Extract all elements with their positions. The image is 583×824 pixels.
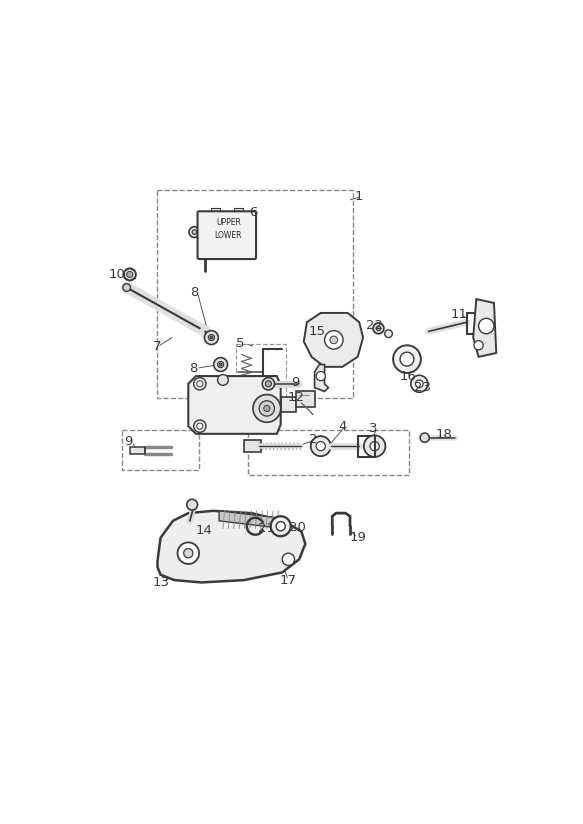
Text: 22: 22	[366, 319, 383, 332]
Bar	[122, 430, 199, 470]
Text: 12: 12	[287, 391, 304, 404]
Text: 20: 20	[289, 522, 306, 534]
Circle shape	[330, 336, 338, 344]
Bar	[157, 190, 353, 398]
Circle shape	[127, 271, 133, 278]
Circle shape	[209, 335, 214, 339]
Circle shape	[196, 381, 203, 386]
Text: 10: 10	[108, 268, 125, 281]
Circle shape	[217, 375, 229, 386]
Circle shape	[196, 423, 203, 429]
Circle shape	[370, 442, 380, 451]
Bar	[234, 208, 243, 214]
Circle shape	[259, 400, 275, 416]
Text: 6: 6	[249, 206, 257, 219]
Text: 13: 13	[152, 576, 169, 589]
Circle shape	[271, 516, 291, 536]
Circle shape	[208, 335, 215, 340]
Polygon shape	[473, 299, 496, 357]
Text: 23: 23	[414, 382, 431, 394]
Circle shape	[420, 433, 429, 442]
Circle shape	[124, 269, 136, 281]
Text: 8: 8	[190, 287, 199, 299]
Text: 17: 17	[280, 574, 297, 587]
FancyBboxPatch shape	[198, 211, 256, 259]
Circle shape	[364, 435, 385, 457]
Bar	[210, 208, 220, 214]
Polygon shape	[304, 313, 363, 367]
Bar	[130, 447, 145, 454]
Circle shape	[192, 230, 196, 234]
Bar	[296, 391, 315, 407]
Circle shape	[316, 442, 325, 451]
Text: 14: 14	[195, 523, 212, 536]
Bar	[248, 430, 409, 475]
Circle shape	[253, 395, 280, 422]
Text: 9: 9	[124, 435, 132, 448]
Circle shape	[177, 542, 199, 564]
Circle shape	[184, 549, 193, 558]
Circle shape	[373, 323, 384, 334]
Circle shape	[325, 330, 343, 349]
Text: 7: 7	[153, 340, 161, 353]
Circle shape	[219, 363, 222, 366]
Circle shape	[376, 326, 381, 330]
Circle shape	[194, 377, 206, 390]
Circle shape	[207, 333, 216, 342]
Circle shape	[205, 330, 218, 344]
Circle shape	[194, 420, 206, 433]
Circle shape	[217, 362, 224, 368]
Text: 2: 2	[309, 433, 317, 446]
Text: LOWER: LOWER	[215, 231, 242, 240]
Polygon shape	[157, 511, 305, 583]
Circle shape	[474, 340, 483, 350]
Circle shape	[385, 330, 392, 338]
Circle shape	[210, 336, 213, 339]
Text: 5: 5	[236, 337, 244, 350]
Circle shape	[189, 227, 200, 237]
Text: 21: 21	[258, 522, 275, 535]
Circle shape	[265, 381, 272, 386]
Circle shape	[411, 375, 428, 392]
Circle shape	[311, 436, 331, 456]
Text: 9: 9	[291, 376, 300, 389]
Circle shape	[316, 372, 325, 381]
Circle shape	[276, 522, 285, 531]
Text: 18: 18	[436, 428, 452, 441]
Bar	[280, 397, 296, 412]
Text: 3: 3	[369, 422, 377, 435]
Text: 1: 1	[355, 190, 363, 204]
Circle shape	[187, 499, 198, 510]
Text: 15: 15	[308, 325, 325, 338]
Polygon shape	[219, 511, 284, 528]
Circle shape	[400, 352, 414, 366]
Text: 4: 4	[338, 419, 346, 433]
Text: UPPER: UPPER	[216, 218, 241, 227]
Circle shape	[393, 345, 421, 373]
Polygon shape	[315, 364, 328, 391]
Bar	[244, 440, 261, 452]
Circle shape	[416, 380, 423, 387]
Circle shape	[264, 405, 270, 411]
Text: 8: 8	[189, 362, 198, 375]
Circle shape	[262, 377, 275, 390]
Text: 11: 11	[451, 308, 468, 321]
Bar	[236, 344, 286, 401]
Text: 16: 16	[399, 370, 416, 382]
Circle shape	[282, 553, 294, 565]
Circle shape	[123, 283, 131, 292]
Circle shape	[214, 358, 227, 372]
Polygon shape	[188, 376, 280, 433]
Circle shape	[479, 318, 494, 334]
Text: 19: 19	[349, 531, 366, 545]
